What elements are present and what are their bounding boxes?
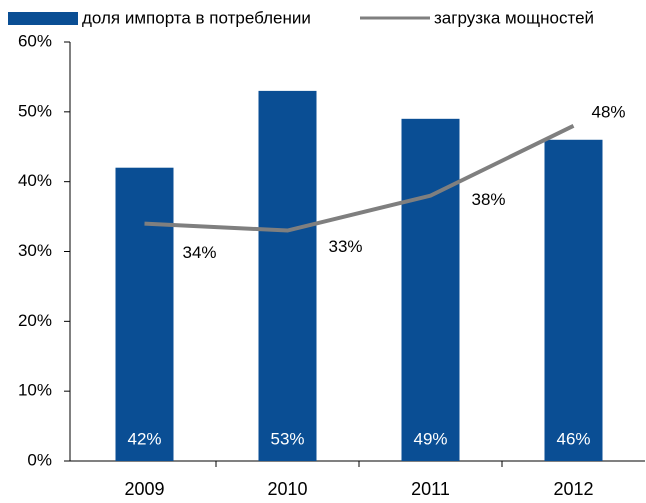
legend-label: доля импорта в потреблении	[82, 8, 311, 27]
line-value-label: 38%	[471, 190, 505, 209]
y-tick-label: 20%	[18, 311, 52, 330]
bar-value-label: 42%	[127, 429, 161, 448]
x-tick-label: 2011	[411, 479, 450, 499]
x-tick-label: 2012	[553, 479, 593, 499]
bar-value-label: 49%	[413, 429, 447, 448]
bar-value-label: 53%	[270, 429, 304, 448]
line	[144, 124, 575, 233]
bar	[258, 90, 317, 461]
y-tick-label: 50%	[18, 101, 52, 120]
bar	[544, 139, 603, 461]
line-value-label: 33%	[328, 237, 362, 256]
bar-value-label: 46%	[556, 429, 590, 448]
x-tick-label: 2010	[267, 479, 307, 499]
y-tick-label: 10%	[18, 381, 52, 400]
y-tick-label: 0%	[27, 450, 52, 469]
line-value-label: 48%	[591, 102, 625, 121]
y-tick-label: 30%	[18, 241, 52, 260]
line-value-label: 34%	[182, 243, 216, 262]
bar	[115, 167, 174, 461]
y-tick-label: 40%	[18, 171, 52, 190]
legend-label: загрузка мощностей	[434, 8, 594, 27]
y-tick-label: 60%	[18, 31, 52, 50]
legend-swatch	[8, 12, 78, 25]
x-tick-label: 2009	[124, 479, 164, 499]
bar	[401, 118, 460, 462]
